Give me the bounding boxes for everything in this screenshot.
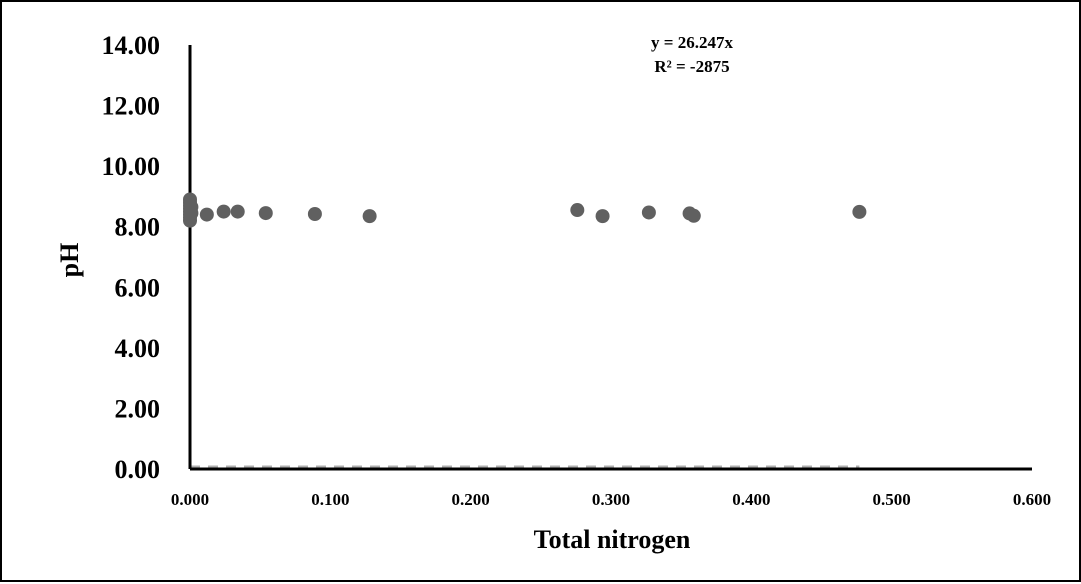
y-tick-label: 12.00 bbox=[102, 92, 161, 121]
data-point bbox=[595, 209, 610, 224]
y-tick-label: 10.00 bbox=[102, 152, 161, 181]
x-axis-title: Total nitrogen bbox=[534, 525, 691, 554]
x-tick-label: 0.000 bbox=[171, 490, 209, 509]
data-point bbox=[686, 208, 701, 223]
trendline-r-squared: R² = -2875 bbox=[654, 57, 729, 76]
y-axis-title: pH bbox=[55, 243, 84, 278]
x-tick-label: 0.100 bbox=[311, 490, 349, 509]
data-point bbox=[307, 206, 322, 221]
y-tick-label: 8.00 bbox=[115, 213, 161, 242]
data-point bbox=[216, 204, 231, 219]
x-tick-label: 0.500 bbox=[873, 490, 911, 509]
data-point bbox=[570, 203, 585, 218]
trendline-equation: y = 26.247x bbox=[651, 33, 733, 52]
y-tick-label: 2.00 bbox=[115, 394, 161, 423]
data-point bbox=[184, 200, 199, 215]
data-point bbox=[641, 205, 656, 220]
data-point bbox=[230, 204, 245, 219]
x-tick-label: 0.300 bbox=[592, 490, 630, 509]
y-tick-label: 4.00 bbox=[115, 334, 161, 363]
y-tick-label: 6.00 bbox=[115, 273, 161, 302]
data-point bbox=[852, 204, 867, 219]
data-point bbox=[258, 206, 273, 221]
y-tick-label: 0.00 bbox=[115, 455, 161, 484]
x-tick-label: 0.600 bbox=[1013, 490, 1051, 509]
data-point bbox=[362, 209, 377, 224]
y-tick-label: 14.00 bbox=[102, 31, 161, 60]
x-tick-label: 0.200 bbox=[452, 490, 490, 509]
data-point bbox=[199, 207, 214, 222]
x-tick-label: 0.400 bbox=[732, 490, 770, 509]
